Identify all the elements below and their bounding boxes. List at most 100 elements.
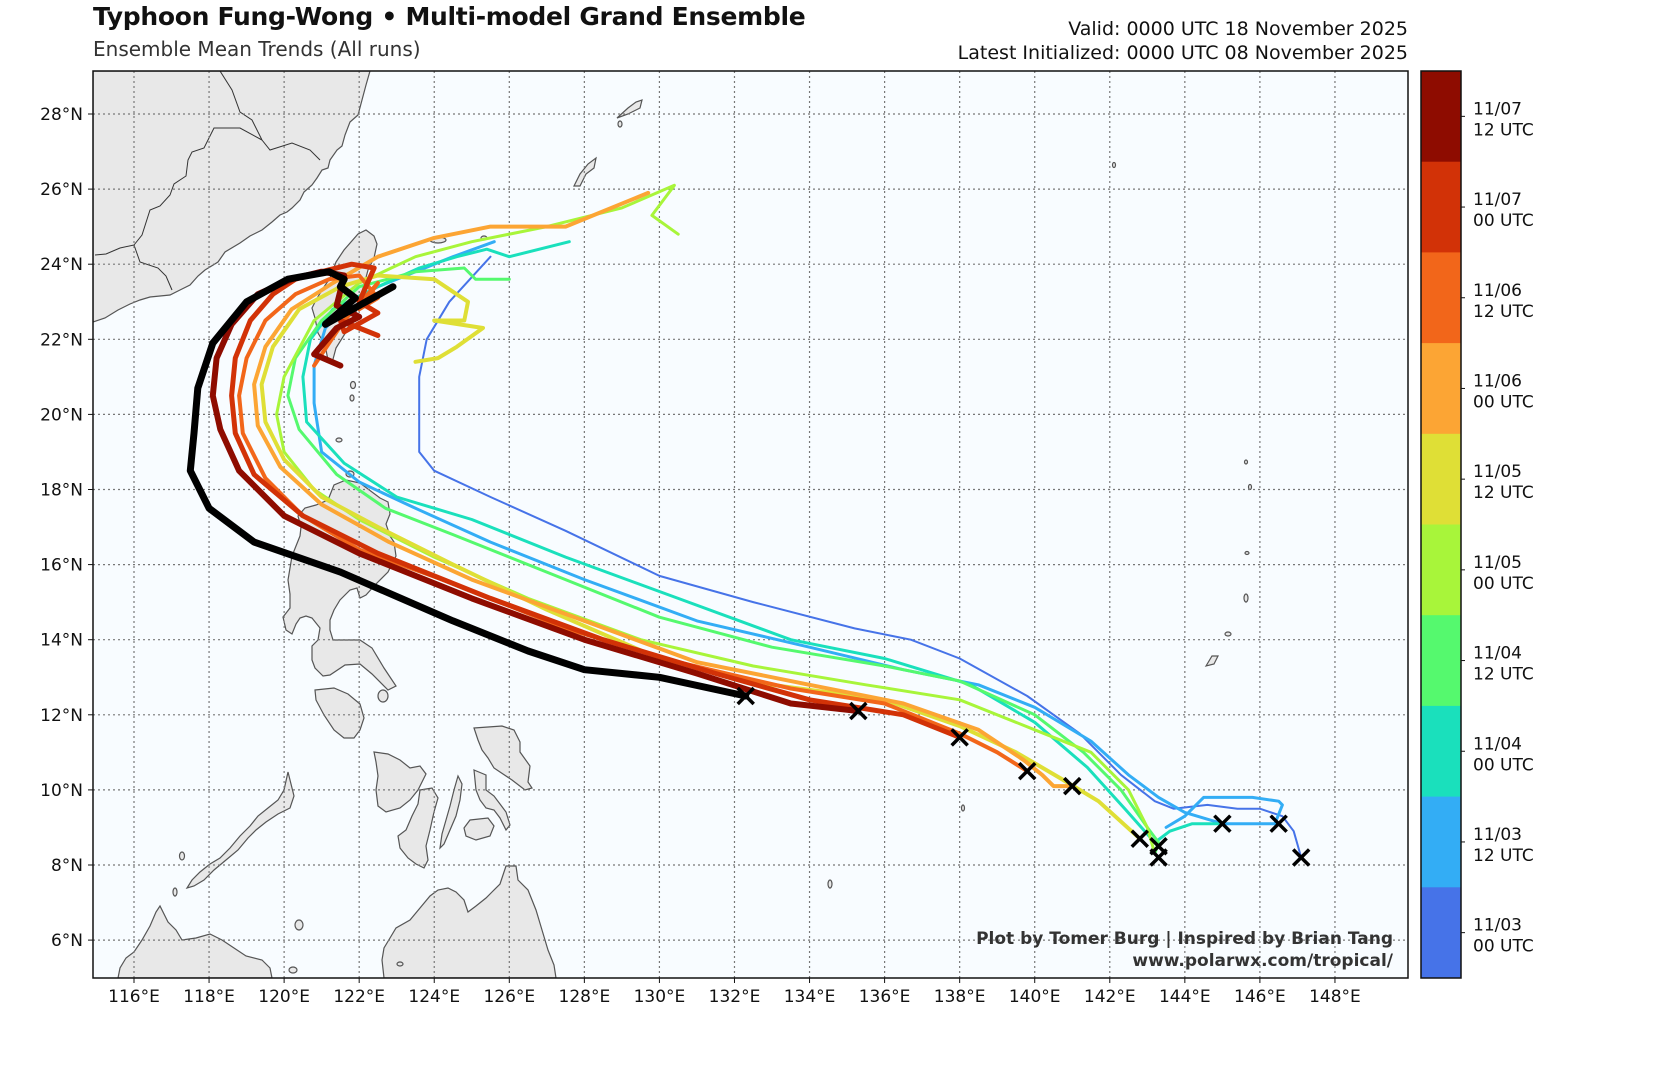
track-line [252, 190, 1075, 789]
lat-tick-label: 24°N [40, 255, 83, 275]
colorbar-date-label: 11/06 [1473, 281, 1522, 301]
lat-tick-label: 26°N [40, 180, 83, 200]
track-line [418, 255, 1303, 859]
land-china [93, 71, 371, 323]
colorbar-date-label: 11/07 [1473, 190, 1522, 210]
longitude-axis: 116°E 118°E 120°E 122°E 124°E 126°E 128°E 130°E… [108, 978, 1361, 1007]
lon-tick-label: 132°E [709, 987, 761, 1007]
track-line [301, 240, 1224, 844]
lon-tick-label: 148°E [1309, 987, 1361, 1007]
land-palawan [185, 771, 295, 890]
chart-title: Typhoon Fung-Wong • Multi-model Grand En… [93, 2, 806, 31]
lat-tick-label: 10°N [40, 781, 83, 801]
colorbar-time-label: 12 UTC [1473, 483, 1534, 503]
latest-initialized-time: Latest Initialized: 0000 UTC 08 November… [957, 42, 1408, 64]
land-bohol [463, 817, 495, 841]
credit-line-1: Plot by Tomer Burg | Inspired by Brian T… [976, 929, 1393, 949]
lon-tick-label: 144°E [1159, 987, 1211, 1007]
lon-tick-label: 134°E [784, 987, 836, 1007]
graticule [93, 71, 1408, 978]
lon-tick-label: 142°E [1084, 987, 1136, 1007]
colorbar-time-label: 12 UTC [1473, 302, 1534, 322]
track-line [259, 273, 1142, 841]
lat-tick-label: 14°N [40, 631, 83, 651]
colorbar-segment [1421, 343, 1461, 435]
initial-position-x-marker [849, 701, 868, 721]
lat-tick-label: 28°N [40, 105, 83, 125]
colorbar-time-label: 00 UTC [1473, 755, 1534, 775]
colorbar-date-label: 11/03 [1473, 916, 1522, 936]
track-lines [186, 183, 1303, 859]
land-negros [397, 787, 439, 869]
lon-tick-label: 130°E [634, 987, 686, 1007]
map-frame [92, 70, 1409, 979]
lon-tick-label: 122°E [333, 987, 385, 1007]
lon-tick-label: 128°E [559, 987, 611, 1007]
lon-tick-label: 136°E [859, 987, 911, 1007]
lon-tick-label: 124°E [408, 987, 460, 1007]
colorbar-date-label: 11/05 [1473, 553, 1522, 573]
colorbar-date-label: 11/04 [1473, 644, 1522, 664]
valid-time: Valid: 0000 UTC 18 November 2025 [1068, 18, 1408, 40]
lat-tick-label: 20°N [40, 405, 83, 425]
colorbar-time-label: 12 UTC [1473, 665, 1534, 685]
colorbar-time-label: 12 UTC [1473, 120, 1534, 140]
land-mindoro [314, 687, 365, 739]
land-panay [373, 751, 427, 813]
colorbar-time-label: 00 UTC [1473, 392, 1534, 412]
colorbar-time-label: 12 UTC [1473, 846, 1534, 866]
colorbar-time-label: 00 UTC [1473, 574, 1534, 594]
chart-subtitle: Ensemble Mean Trends (All runs) [93, 37, 421, 61]
colorbar-segment [1421, 615, 1461, 707]
land-mindanao [381, 865, 557, 978]
initial-position-x-marker [1213, 814, 1232, 833]
land-samar [473, 725, 533, 791]
colorbar-date-label: 11/07 [1473, 99, 1522, 119]
colorbar-date-label: 11/05 [1473, 462, 1522, 482]
lat-tick-label: 22°N [40, 330, 83, 350]
colorbar-date-label: 11/06 [1473, 371, 1522, 391]
initial-position-x-marker [950, 728, 969, 747]
colorbar-segment [1421, 71, 1461, 163]
lat-tick-label: 12°N [40, 706, 83, 726]
initial-position-x-marker [1269, 814, 1288, 833]
lon-tick-label: 116°E [108, 987, 160, 1007]
track-line [186, 268, 750, 700]
colorbar-segment [1421, 524, 1461, 616]
colorbar-segment [1421, 887, 1461, 979]
colorbar-time-label: 00 UTC [1473, 937, 1534, 957]
lon-tick-label: 140°E [1009, 987, 1061, 1007]
initial-position-x-marker [1149, 848, 1168, 867]
lat-tick-label: 18°N [40, 481, 83, 501]
colorbar-date-label: 11/04 [1473, 734, 1522, 754]
lon-tick-label: 120°E [258, 987, 310, 1007]
colorbar-segment [1421, 252, 1461, 344]
land-leyte [473, 769, 511, 832]
lon-tick-label: 118°E [183, 987, 235, 1007]
lat-tick-label: 8°N [51, 856, 83, 876]
province-border [94, 71, 321, 291]
initial-position-x-marker [1291, 848, 1311, 867]
initial-position-x-marker [736, 686, 755, 706]
lat-tick-label: 16°N [40, 556, 83, 576]
initial-position-markers [736, 686, 1311, 867]
lon-tick-label: 126°E [483, 987, 535, 1007]
colorbar-segment [1421, 705, 1461, 798]
lon-tick-label: 138°E [934, 987, 986, 1007]
land-cebu [439, 774, 463, 850]
colorbar-segment [1421, 433, 1461, 525]
lon-tick-label: 146°E [1234, 987, 1286, 1007]
land-borneo [117, 904, 273, 978]
colorbar-segment [1421, 161, 1461, 253]
colorbar-frame [1420, 70, 1462, 979]
latitude-axis: 28°N 26°N 24°N 22°N 20°N 18°N 16°N 14°N 12°N 10°N… [40, 105, 93, 951]
initial-position-x-marker [1130, 829, 1150, 848]
colorbar-time-label: 00 UTC [1473, 211, 1534, 231]
colorbar-date-label: 11/03 [1473, 825, 1522, 845]
initial-position-x-marker [1017, 761, 1037, 781]
initial-position-x-marker [1063, 776, 1082, 796]
lat-tick-label: 6°N [51, 931, 83, 951]
colorbar-segment [1421, 796, 1461, 888]
